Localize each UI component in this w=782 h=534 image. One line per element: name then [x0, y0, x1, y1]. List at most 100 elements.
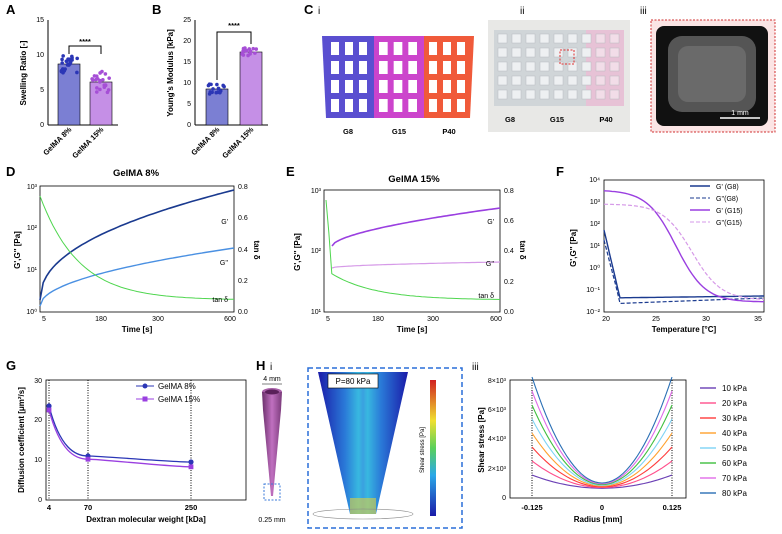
svg-text:2×10³: 2×10³ [488, 466, 507, 473]
photo-pore [525, 89, 536, 100]
grid-hole [393, 42, 403, 55]
stress-curve [531, 390, 673, 485]
point-gelma15 [46, 407, 52, 413]
grid-hole [345, 42, 353, 55]
svg-text:30: 30 [702, 316, 710, 323]
ytick: 0 [40, 122, 44, 129]
svg-text:300: 300 [152, 316, 164, 323]
data-point [253, 51, 257, 55]
svg-text:20: 20 [34, 417, 42, 424]
data-point [106, 88, 111, 92]
svg-text:G',G'' [Pa]: G',G'' [Pa] [293, 233, 302, 271]
photo-pore [567, 33, 578, 44]
photo-pore [497, 61, 508, 72]
photo-pore [525, 75, 536, 86]
micrograph: 1 mm [650, 19, 776, 133]
data-point [251, 46, 256, 51]
yticks-a: 0 5 10 15 [36, 17, 44, 129]
svg-text:G8: G8 [505, 115, 515, 124]
photo-pore [567, 61, 578, 72]
legend-label: 10 kPa [722, 384, 747, 393]
photo-pore [553, 47, 564, 58]
data-point [75, 70, 79, 75]
svg-text:10²: 10² [311, 248, 322, 255]
chart-d: G' G'' tan δ 10⁰ 10¹ 10² 10³ 0.0 0.2 0.4… [13, 184, 261, 334]
grid-hole [359, 61, 367, 74]
svg-text:G'': G'' [486, 261, 494, 268]
xtick: GelMA 15% [70, 125, 105, 160]
svg-text:10: 10 [34, 457, 42, 464]
legend-f: G' (G8) G''(G8) G' (G15) G''(G15) [690, 184, 743, 227]
svg-text:5: 5 [42, 316, 46, 323]
panel-label-a: A [6, 2, 16, 17]
data-point [60, 57, 64, 62]
svg-text:0.2: 0.2 [238, 278, 248, 285]
ytick: 15 [36, 17, 44, 24]
scale-bar-label: 1 mm [731, 110, 749, 117]
grid-hole [429, 80, 437, 93]
svg-text:GelMA 8%: GelMA 8% [113, 168, 160, 179]
photo-pore [497, 75, 508, 86]
svg-text:GelMA 8%: GelMA 8% [158, 382, 196, 391]
ytick: 5 [40, 87, 44, 94]
photo-pore [511, 33, 522, 44]
svg-text:5: 5 [187, 101, 191, 108]
svg-text:Shear stress [Pa]: Shear stress [Pa] [477, 407, 486, 473]
panel-label-c: C [304, 2, 314, 17]
svg-text:Diffusion coefficient [μm²/s]: Diffusion coefficient [μm²/s] [17, 387, 26, 493]
svg-text:0: 0 [38, 497, 42, 504]
svg-text:i: i [318, 6, 320, 17]
data-point [102, 85, 107, 90]
svg-text:Temperature [°C]: Temperature [°C] [652, 325, 717, 334]
grid-hole [379, 61, 388, 74]
svg-text:Time [s]: Time [s] [122, 325, 153, 334]
svg-text:G'': G'' [220, 260, 228, 267]
svg-text:600: 600 [224, 316, 236, 323]
data-point [107, 76, 111, 80]
svg-text:4 mm: 4 mm [263, 376, 281, 383]
svg-text:15: 15 [183, 59, 191, 66]
data-point [65, 63, 70, 67]
svg-text:P=80 kPa: P=80 kPa [336, 377, 371, 386]
svg-text:10¹: 10¹ [27, 267, 38, 274]
data-point [243, 48, 248, 53]
svg-text:Time [s]: Time [s] [397, 325, 428, 334]
photo-pore [553, 61, 564, 72]
photo-pore [553, 33, 564, 44]
ytick: 10⁰ [589, 264, 600, 272]
legend-label: 20 kPa [722, 399, 747, 408]
grid-hole [345, 80, 353, 93]
point-gelma8 [188, 459, 194, 465]
svg-text:G': G' [221, 219, 228, 226]
chart-f: G' (G8) G''(G8) G' (G15) G''(G15) 10⁻² 10… [569, 177, 765, 334]
grid-hole [457, 61, 465, 74]
svg-text:0.8: 0.8 [504, 188, 514, 195]
svg-text:0.6: 0.6 [504, 218, 514, 225]
svg-text:10: 10 [183, 80, 191, 87]
data-point [61, 54, 65, 58]
grid-hole [331, 80, 339, 93]
data-point [62, 69, 67, 73]
stress-curve [531, 474, 673, 489]
yticks-b: 0 5 10 15 20 25 [183, 17, 191, 129]
photo-pore [525, 33, 536, 44]
svg-text:0.4: 0.4 [504, 248, 514, 255]
svg-text:20: 20 [602, 316, 610, 323]
stress-curve [531, 432, 673, 487]
chart-g: GelMA 8% GelMA 15% 0 10 20 30 4 70 250 D… [17, 378, 247, 524]
legend-label: 60 kPa [722, 459, 747, 468]
ylabel-a: Swelling Ratio [-] [19, 40, 28, 105]
svg-text:4×10³: 4×10³ [488, 436, 507, 443]
photo-pore [497, 33, 508, 44]
svg-text:tan δ: tan δ [478, 293, 494, 300]
data-point [216, 86, 221, 91]
photo-pore [609, 61, 620, 72]
chart-a: **** 0 5 10 15 Swelling Ratio [-] GelMA … [19, 17, 118, 160]
data-point [254, 47, 259, 51]
svg-text:G''(G8): G''(G8) [716, 196, 738, 203]
chart-b: **** 0 5 10 15 20 25 Young's Modulus [kP… [166, 17, 268, 160]
svg-text:0.0: 0.0 [238, 309, 248, 316]
photo-pore [539, 61, 550, 72]
grid-hole [408, 80, 417, 93]
svg-text:P40: P40 [599, 115, 612, 124]
